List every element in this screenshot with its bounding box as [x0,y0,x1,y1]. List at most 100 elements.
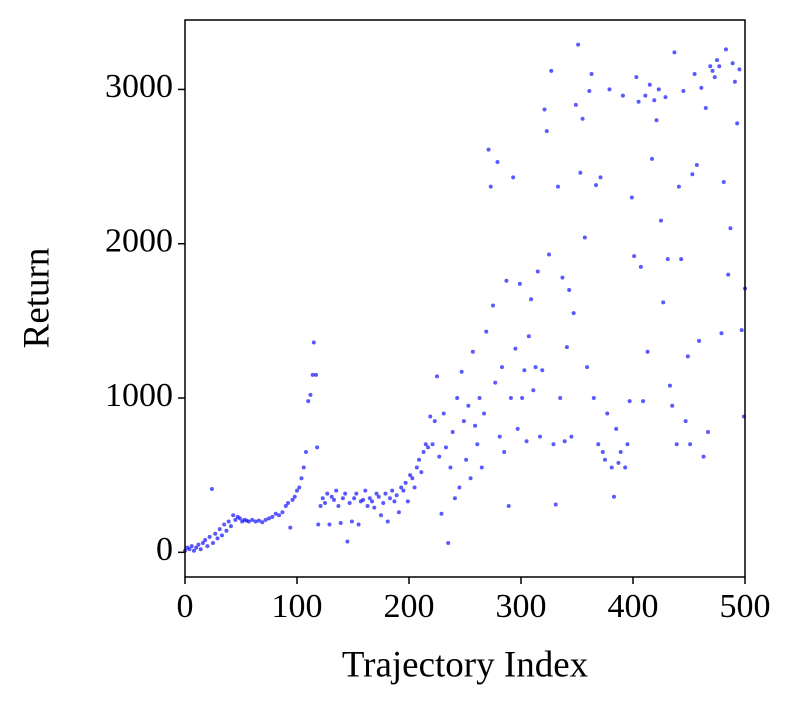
point [205,544,210,549]
point [410,476,415,481]
point [665,257,670,262]
point [697,338,702,343]
point [270,514,275,519]
y-axis-label: Return [16,248,57,349]
point [408,473,413,478]
point [589,72,594,77]
point [233,517,238,522]
point [209,487,214,492]
point [531,388,536,393]
point [464,457,469,462]
point [379,513,383,518]
point [325,491,330,496]
point [694,163,699,168]
point [708,64,713,69]
point [315,445,320,450]
point [499,365,504,370]
point [672,50,677,55]
point [542,107,547,112]
point [591,396,596,401]
point [323,500,327,505]
point [390,488,395,493]
point [538,434,543,439]
point [506,504,511,509]
point [224,528,229,533]
x-tick-label: 200 [384,588,435,625]
point [580,116,585,121]
point [306,399,311,404]
point [558,396,563,401]
point [301,465,306,470]
point [502,450,507,455]
point [237,516,242,521]
point [571,311,576,316]
point [553,502,558,507]
point [311,340,316,345]
point [263,517,268,522]
point [629,195,634,200]
point [717,64,722,69]
point [515,426,520,431]
point [726,272,731,277]
point [674,442,679,447]
point [297,485,302,490]
point [540,368,545,373]
point [303,450,308,455]
x-tick-label: 500 [720,588,771,625]
point [616,460,621,465]
point [737,67,742,72]
point [231,513,236,518]
point [356,522,361,527]
point [417,457,422,462]
point [198,547,203,552]
point [260,520,265,525]
point [656,87,661,92]
point [246,519,251,524]
point [636,99,641,104]
point [419,470,424,475]
point [327,522,332,527]
point [363,488,368,493]
point [497,434,502,439]
point [683,419,688,424]
point [526,334,531,339]
point [699,85,704,90]
point [292,494,297,499]
point [511,175,516,180]
point [421,450,426,455]
point [504,278,509,283]
x-tick-label: 400 [608,588,659,625]
point [578,170,583,175]
point [473,423,478,428]
point [200,541,205,546]
point [555,184,560,189]
point [352,496,357,501]
point [661,300,666,305]
point [349,519,354,524]
point [403,480,408,485]
point [625,442,630,447]
point [692,72,697,77]
y-tick-label: 0 [156,531,173,568]
x-tick-label: 100 [272,588,323,625]
point [535,269,540,274]
point [215,536,220,541]
point [414,465,419,470]
point [517,281,522,286]
point [354,491,359,496]
point [405,499,410,504]
point [598,175,603,180]
point [549,68,554,73]
point [603,457,607,462]
point [277,513,282,518]
point [676,184,681,189]
point [647,82,652,87]
point [611,494,616,499]
point [508,396,513,401]
point [703,105,708,110]
point [367,496,372,501]
point [607,87,612,92]
point [576,42,581,47]
point [468,476,473,481]
point [562,439,567,444]
